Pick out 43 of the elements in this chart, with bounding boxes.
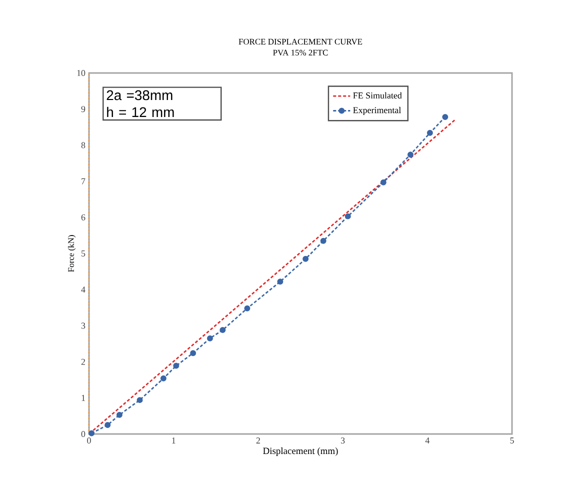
legend-label: Experimental (353, 106, 401, 116)
y-tick-label: 4 (81, 286, 86, 293)
point (136, 397, 143, 404)
y-tick-label: 8 (81, 142, 86, 148)
point (190, 350, 196, 356)
point (220, 327, 226, 334)
y-tick-label: 3 (81, 322, 86, 329)
x-tick-label: 1 (172, 438, 176, 444)
point (206, 335, 213, 342)
point (173, 362, 180, 369)
y-tick-label: 7 (82, 178, 86, 184)
chart-title: FORCE DISPLACEMENT CURVE (238, 38, 362, 45)
x-tick-label: 2 (256, 438, 260, 444)
annotation: 2a =38mm (106, 90, 172, 100)
point (244, 305, 250, 312)
x-axis-title: Displacement (mm) (263, 447, 338, 456)
x-tick-label: 3 (340, 438, 345, 444)
point (426, 130, 433, 136)
legend-label: FE Simulated (353, 92, 402, 99)
y-tick-label: 6 (81, 214, 86, 220)
point (277, 278, 284, 285)
y-tick-label: 10 (77, 70, 86, 76)
x-tick-label: 5 (510, 438, 514, 444)
point (116, 412, 122, 418)
x-tick-label: 0 (87, 438, 91, 444)
y-axis-title: Force (kN) (68, 235, 76, 272)
x-tick-label: 4 (425, 438, 430, 444)
annotation: h = 12 mm (107, 106, 174, 117)
point (380, 179, 386, 186)
y-tick-label: 5 (82, 250, 86, 256)
y-tick-label: 0 (81, 430, 86, 438)
y-tick-label: 2 (81, 358, 85, 365)
chart-subtitle: PVA 15% 2FTC (273, 50, 328, 56)
point (302, 256, 309, 262)
point (160, 375, 166, 382)
point (344, 213, 351, 220)
point (88, 430, 95, 436)
y-tick-label: 1 (82, 394, 85, 401)
y-tick-label: 9 (81, 106, 86, 112)
point (320, 238, 326, 244)
point (104, 422, 111, 428)
point (442, 114, 448, 120)
point (407, 152, 414, 158)
